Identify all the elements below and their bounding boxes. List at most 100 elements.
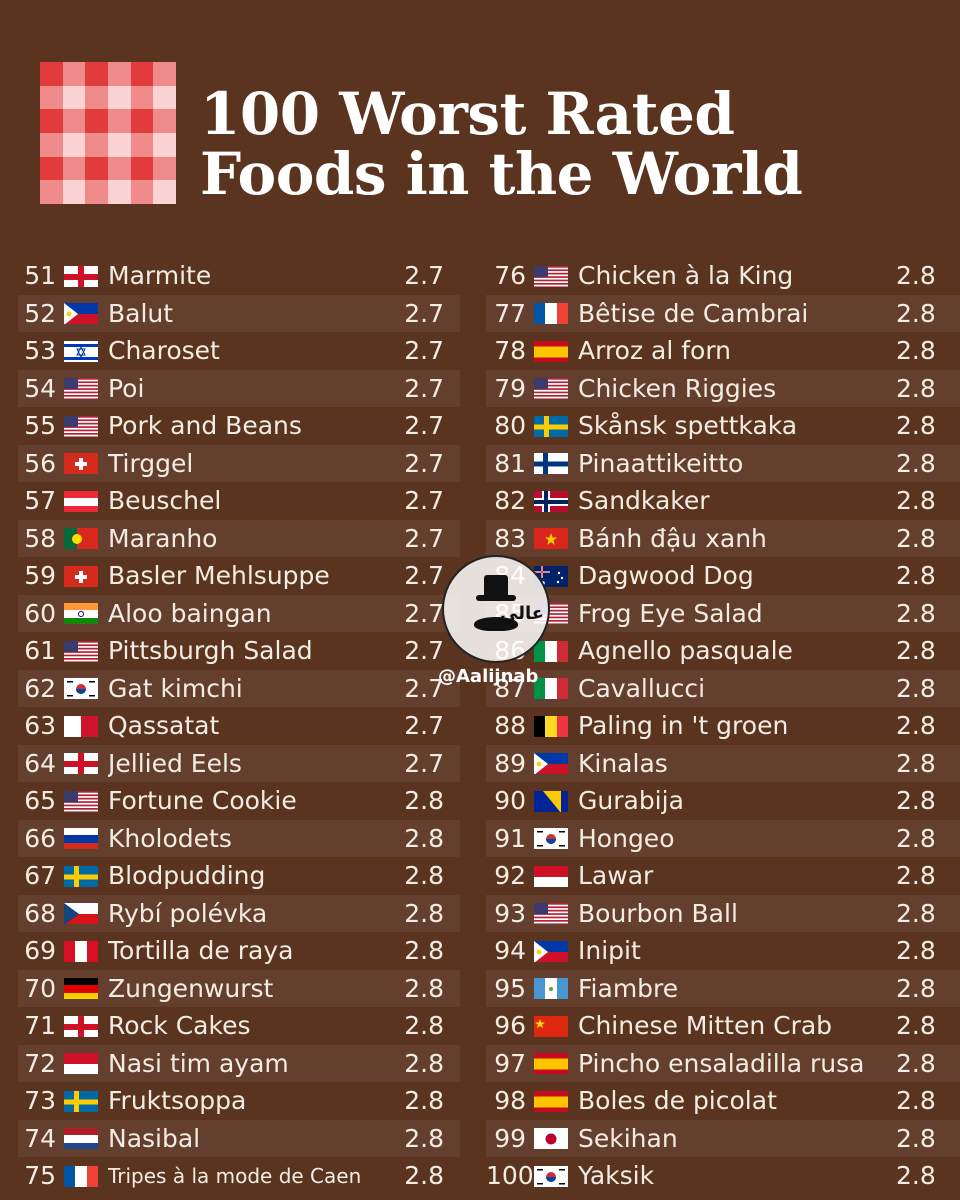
rank-number: 72 (24, 1048, 56, 1078)
philippines-flag-icon (534, 752, 568, 775)
rank-number: 66 (24, 823, 56, 853)
rating-score: 2.8 (896, 936, 936, 966)
rank-number: 62 (24, 673, 56, 703)
food-row: 89 Kinalas 2.8 (486, 744, 960, 782)
italy-flag-icon (534, 640, 568, 662)
food-name: Chicken Riggies (578, 373, 777, 403)
food-name: Frog Eye Salad (578, 598, 763, 628)
food-row: 60 Aloo baingan 2.7 (18, 594, 460, 632)
rank-number: 71 (24, 1011, 56, 1041)
food-name: Boles de picolat (578, 1086, 777, 1116)
rank-number: 97 (494, 1048, 526, 1078)
food-name: Tortilla de raya (108, 936, 294, 966)
food-name: Marmite (108, 261, 212, 291)
malta-flag-icon (64, 715, 98, 737)
rating-score: 2.8 (896, 1123, 936, 1153)
japan-flag-icon (534, 1127, 568, 1150)
sweden-flag-icon (64, 1090, 98, 1112)
watermark-handle: @Aalijnab (438, 666, 539, 687)
rating-score: 2.8 (896, 636, 936, 666)
italy-flag-icon (534, 677, 568, 700)
food-name: Pincho ensaladilla rusa (578, 1048, 865, 1078)
food-row: 62 Gat kimchi 2.7 (18, 669, 460, 707)
rating-score: 2.8 (404, 1048, 444, 1078)
rating-score: 2.7 (404, 748, 444, 778)
rank-number: 80 (494, 411, 526, 441)
food-name: Kinalas (578, 748, 668, 778)
rank-number: 78 (494, 336, 526, 366)
watermark-logo: عالي (442, 555, 550, 663)
food-name: Agnello pasquale (578, 636, 793, 666)
rank-number: 83 (494, 523, 526, 553)
spain-flag-icon (534, 1090, 568, 1112)
rating-score: 2.8 (896, 561, 936, 591)
rating-score: 2.8 (896, 261, 936, 291)
rating-score: 2.8 (896, 298, 936, 328)
rating-score: 2.8 (404, 861, 444, 891)
food-row: 81 Pinaattikeitto 2.8 (486, 444, 960, 482)
food-name: Dagwood Dog (578, 561, 754, 591)
sweden-flag-icon (534, 415, 568, 437)
portugal-flag-icon (64, 527, 98, 550)
rating-score: 2.8 (896, 411, 936, 441)
food-row: 65 Fortune Cookie 2.8 (18, 782, 460, 820)
rank-number: 100 (486, 1161, 534, 1191)
food-row: 54 Poi 2.7 (18, 369, 460, 407)
korea-flag-icon (534, 1165, 568, 1187)
rank-number: 65 (24, 786, 56, 816)
usa-flag-icon (64, 790, 98, 812)
food-name: Tirggel (108, 448, 194, 478)
rating-score: 2.8 (896, 673, 936, 703)
food-name: Aloo baingan (108, 598, 272, 628)
rating-score: 2.8 (404, 1086, 444, 1116)
food-row: 56 Tirggel 2.7 (18, 444, 460, 482)
food-name: Gurabija (578, 786, 684, 816)
sweden-flag-icon (64, 865, 98, 887)
rating-score: 2.8 (404, 898, 444, 928)
rating-score: 2.8 (896, 748, 936, 778)
rank-number: 92 (494, 861, 526, 891)
food-row: 69 Tortilla de raya 2.8 (18, 932, 460, 970)
food-name: Cavallucci (578, 673, 706, 703)
food-row: 66 Kholodets 2.8 (18, 819, 460, 857)
rank-number: 54 (24, 373, 56, 403)
rating-score: 2.8 (404, 1161, 444, 1191)
food-row: 77 Bêtise de Cambrai 2.8 (486, 294, 960, 332)
rating-score: 2.7 (404, 711, 444, 741)
food-name: Beuschel (108, 486, 222, 516)
food-name: Rock Cakes (108, 1011, 251, 1041)
food-name: Jellied Eels (108, 748, 242, 778)
france-flag-icon (534, 302, 568, 325)
israel-flag-icon (64, 340, 98, 362)
rating-score: 2.8 (896, 1086, 936, 1116)
rank-number: 75 (24, 1161, 56, 1191)
indonesia-flag-icon (64, 1052, 98, 1075)
norway-flag-icon (534, 490, 568, 512)
food-name: Nasi tim ayam (108, 1048, 289, 1078)
rank-number: 82 (494, 486, 526, 516)
food-name: Pork and Beans (108, 411, 302, 441)
rank-number: 91 (494, 823, 526, 853)
rank-number: 51 (24, 261, 56, 291)
rank-number: 88 (494, 711, 526, 741)
philippines-flag-icon (534, 940, 568, 962)
food-row: 57 Beuschel 2.7 (18, 482, 460, 520)
food-row: 91 Hongeo 2.8 (486, 819, 960, 857)
food-name: Maranho (108, 523, 218, 553)
rating-score: 2.8 (404, 1123, 444, 1153)
food-name: Bánh đậu xanh (578, 523, 767, 553)
rating-score: 2.7 (404, 448, 444, 478)
rank-number: 63 (24, 711, 56, 741)
germany-flag-icon (64, 977, 98, 1000)
food-name: Fruktsoppa (108, 1086, 247, 1116)
rating-score: 2.8 (896, 523, 936, 553)
rating-score: 2.7 (404, 486, 444, 516)
rating-score: 2.8 (896, 823, 936, 853)
rating-score: 2.8 (404, 936, 444, 966)
bosnia-flag-icon (534, 790, 568, 812)
food-name: Fortune Cookie (108, 786, 297, 816)
rating-score: 2.8 (896, 1161, 936, 1191)
rank-number: 77 (494, 298, 526, 328)
rank-number: 68 (24, 898, 56, 928)
food-row: 88 Paling in 't groen 2.8 (486, 707, 960, 745)
